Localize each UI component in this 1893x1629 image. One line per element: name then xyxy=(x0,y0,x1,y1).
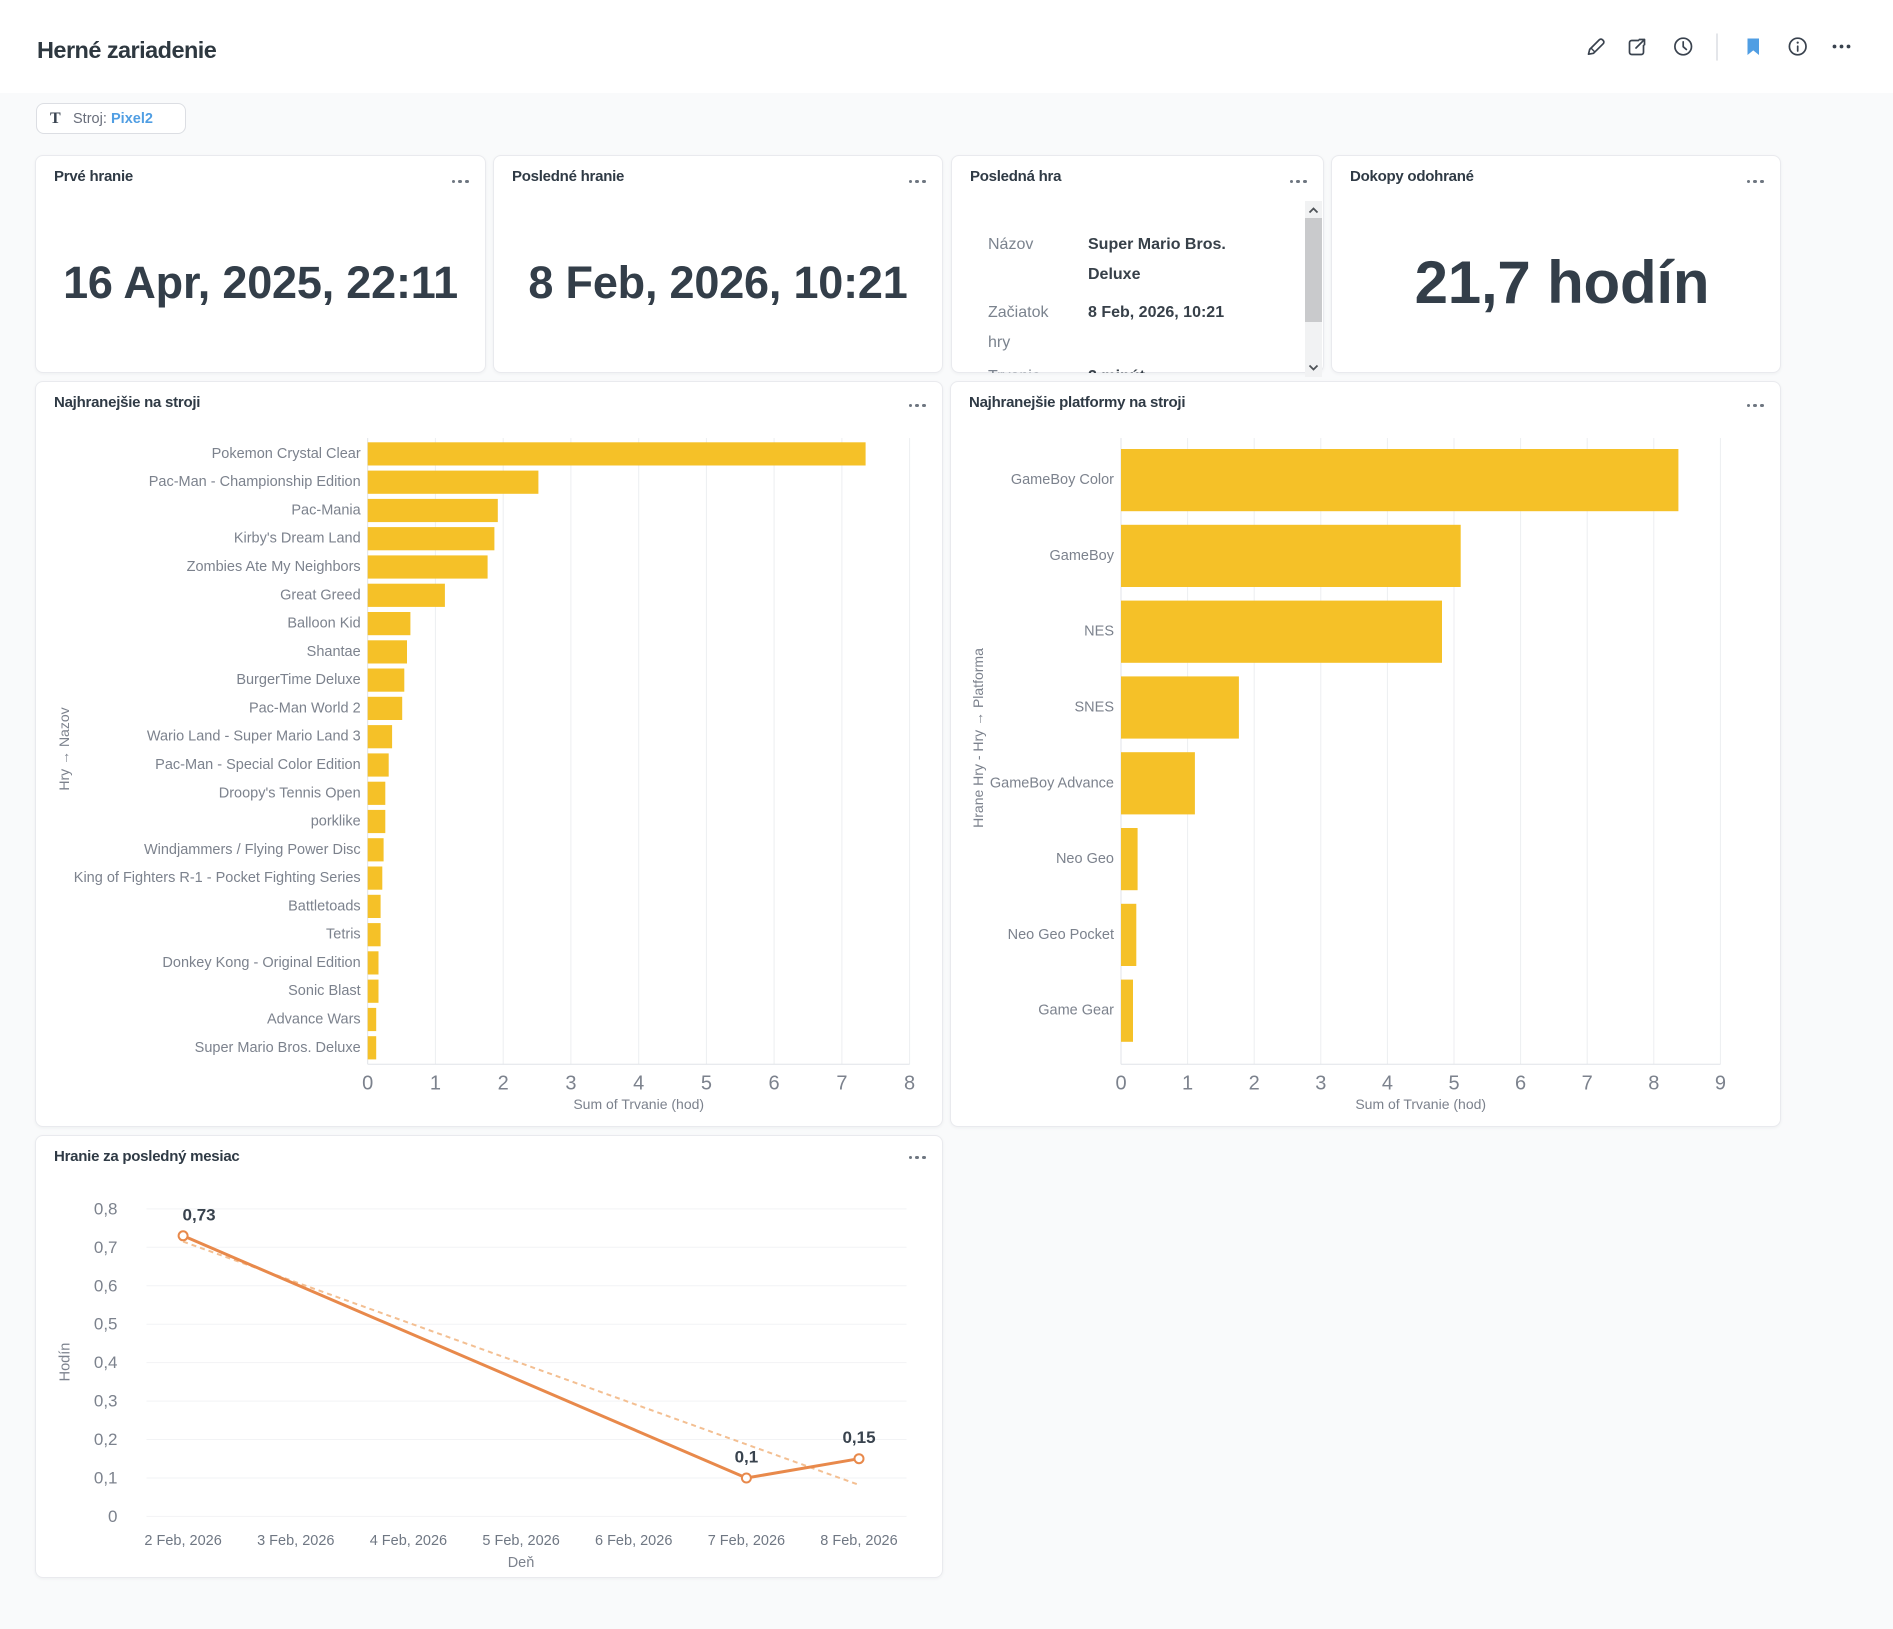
svg-text:Kirby's Dream Land: Kirby's Dream Land xyxy=(234,531,361,547)
svg-text:3: 3 xyxy=(1315,1073,1326,1095)
svg-text:Game Gear: Game Gear xyxy=(1038,1003,1114,1019)
svg-text:Hry → Nazov: Hry → Nazov xyxy=(56,707,72,790)
svg-text:0,1: 0,1 xyxy=(94,1469,118,1488)
svg-text:Hrane Hry - Hry → Platforma: Hrane Hry - Hry → Platforma xyxy=(970,648,986,828)
svg-text:Zombies Ate My Neighbors: Zombies Ate My Neighbors xyxy=(187,559,361,575)
svg-text:3 Feb, 2026: 3 Feb, 2026 xyxy=(257,1533,334,1549)
svg-text:Windjammers / Flying Power Dis: Windjammers / Flying Power Disc xyxy=(144,842,361,858)
svg-text:Pac-Man - Special Color Editio: Pac-Man - Special Color Edition xyxy=(155,757,361,773)
svg-text:5 Feb, 2026: 5 Feb, 2026 xyxy=(482,1533,559,1549)
svg-text:0,2: 0,2 xyxy=(94,1430,118,1449)
svg-text:Sum of Trvanie (hod): Sum of Trvanie (hod) xyxy=(573,1096,704,1112)
svg-text:0,6: 0,6 xyxy=(94,1276,118,1295)
svg-text:1: 1 xyxy=(1182,1073,1193,1095)
svg-text:Neo Geo: Neo Geo xyxy=(1056,851,1114,867)
svg-text:King of Fighters R-1 - Pocket: King of Fighters R-1 - Pocket Fighting S… xyxy=(74,870,361,886)
svg-text:0,7: 0,7 xyxy=(94,1238,118,1257)
svg-text:Neo Geo Pocket: Neo Geo Pocket xyxy=(1008,927,1114,943)
svg-text:0,4: 0,4 xyxy=(94,1353,118,1372)
svg-text:NES: NES xyxy=(1084,624,1114,640)
svg-text:Super Mario Bros. Deluxe: Super Mario Bros. Deluxe xyxy=(195,1040,361,1056)
svg-text:8 Feb, 2026: 8 Feb, 2026 xyxy=(820,1533,897,1549)
svg-text:Pac-Man - Championship Edition: Pac-Man - Championship Edition xyxy=(149,474,361,490)
svg-text:0: 0 xyxy=(1115,1073,1126,1095)
svg-text:0: 0 xyxy=(362,1073,373,1095)
svg-text:Sum of Trvanie (hod): Sum of Trvanie (hod) xyxy=(1355,1096,1486,1112)
svg-text:0,1: 0,1 xyxy=(735,1448,759,1467)
svg-text:2: 2 xyxy=(1249,1073,1260,1095)
svg-text:Wario Land - Super Mario Land: Wario Land - Super Mario Land 3 xyxy=(147,729,361,745)
svg-text:Droopy's Tennis Open: Droopy's Tennis Open xyxy=(219,785,361,801)
svg-text:7: 7 xyxy=(836,1073,847,1095)
svg-text:Balloon Kid: Balloon Kid xyxy=(287,616,360,632)
svg-text:Great Greed: Great Greed xyxy=(280,587,361,603)
svg-text:0,15: 0,15 xyxy=(842,1428,875,1447)
svg-text:4 Feb, 2026: 4 Feb, 2026 xyxy=(370,1533,447,1549)
svg-text:7 Feb, 2026: 7 Feb, 2026 xyxy=(708,1533,785,1549)
svg-text:6: 6 xyxy=(769,1073,780,1095)
svg-text:porklike: porklike xyxy=(311,814,361,830)
svg-text:Tetris: Tetris xyxy=(326,927,361,943)
svg-text:Donkey Kong - Original Edition: Donkey Kong - Original Edition xyxy=(162,955,360,971)
svg-text:Pac-Man World 2: Pac-Man World 2 xyxy=(249,700,361,716)
svg-text:0,8: 0,8 xyxy=(94,1199,118,1218)
svg-text:1: 1 xyxy=(430,1073,441,1095)
svg-text:Battletoads: Battletoads xyxy=(288,898,361,914)
svg-text:5: 5 xyxy=(1448,1073,1459,1095)
svg-text:Advance Wars: Advance Wars xyxy=(267,1012,361,1028)
svg-text:0: 0 xyxy=(108,1507,117,1526)
svg-text:8: 8 xyxy=(904,1073,915,1095)
svg-text:Deň: Deň xyxy=(508,1555,535,1571)
svg-text:GameBoy Color: GameBoy Color xyxy=(1011,472,1114,488)
svg-text:2: 2 xyxy=(498,1073,509,1095)
svg-text:5: 5 xyxy=(701,1073,712,1095)
svg-text:SNES: SNES xyxy=(1075,700,1115,716)
svg-text:Pokemon Crystal Clear: Pokemon Crystal Clear xyxy=(212,446,361,462)
svg-text:0,5: 0,5 xyxy=(94,1315,118,1334)
svg-text:BurgerTime Deluxe: BurgerTime Deluxe xyxy=(236,672,360,688)
svg-text:GameBoy: GameBoy xyxy=(1050,548,1115,564)
svg-text:6: 6 xyxy=(1515,1073,1526,1095)
svg-text:Sonic Blast: Sonic Blast xyxy=(288,983,361,999)
svg-text:4: 4 xyxy=(1382,1073,1393,1095)
svg-text:0,3: 0,3 xyxy=(94,1392,118,1411)
svg-text:8: 8 xyxy=(1648,1073,1659,1095)
svg-text:7: 7 xyxy=(1582,1073,1593,1095)
svg-text:Hodín: Hodín xyxy=(58,1343,74,1382)
svg-text:0,73: 0,73 xyxy=(183,1205,216,1224)
svg-text:4: 4 xyxy=(633,1073,644,1095)
svg-text:2 Feb, 2026: 2 Feb, 2026 xyxy=(144,1533,221,1549)
svg-text:Pac-Mania: Pac-Mania xyxy=(291,503,361,519)
svg-text:Shantae: Shantae xyxy=(307,644,361,660)
svg-text:3: 3 xyxy=(565,1073,576,1095)
svg-text:6 Feb, 2026: 6 Feb, 2026 xyxy=(595,1533,672,1549)
svg-text:GameBoy Advance: GameBoy Advance xyxy=(990,775,1114,791)
svg-text:9: 9 xyxy=(1715,1073,1726,1095)
